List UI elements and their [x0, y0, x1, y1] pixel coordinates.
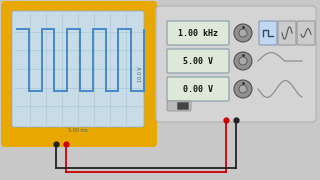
FancyBboxPatch shape	[178, 102, 188, 109]
Text: 5.00 V: 5.00 V	[183, 57, 213, 66]
FancyBboxPatch shape	[259, 21, 277, 45]
Circle shape	[239, 57, 247, 65]
Circle shape	[239, 29, 247, 37]
Circle shape	[239, 85, 247, 93]
Text: 5.00 ms: 5.00 ms	[68, 127, 88, 132]
Text: 10.0 V: 10.0 V	[138, 67, 142, 82]
Circle shape	[234, 80, 252, 98]
FancyBboxPatch shape	[12, 11, 144, 127]
FancyBboxPatch shape	[167, 49, 229, 73]
FancyBboxPatch shape	[167, 77, 229, 101]
FancyBboxPatch shape	[1, 1, 157, 147]
FancyBboxPatch shape	[297, 21, 315, 45]
FancyBboxPatch shape	[156, 6, 316, 122]
FancyBboxPatch shape	[278, 21, 296, 45]
Circle shape	[234, 24, 252, 42]
Circle shape	[234, 52, 252, 70]
Text: 0.00 V: 0.00 V	[183, 84, 213, 93]
FancyBboxPatch shape	[167, 21, 229, 45]
Text: 1.00 kHz: 1.00 kHz	[178, 28, 218, 37]
FancyBboxPatch shape	[167, 101, 191, 111]
